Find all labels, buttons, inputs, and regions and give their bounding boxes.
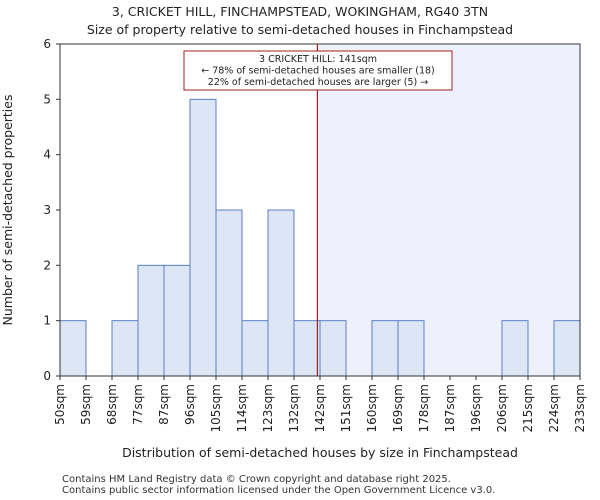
x-tick-label: 206sqm: [495, 384, 509, 432]
x-tick-label: 187sqm: [443, 384, 457, 432]
y-tick-label: 6: [43, 37, 51, 51]
y-tick-label: 3: [43, 203, 51, 217]
x-tick-label: 114sqm: [235, 384, 249, 432]
chart-subtitle: Size of property relative to semi-detach…: [86, 22, 514, 37]
histogram-bar: [293, 320, 321, 377]
y-tick-label: 0: [43, 369, 51, 383]
y-tick-label: 5: [43, 92, 51, 106]
histogram-bar: [319, 320, 347, 377]
x-tick-label: 68sqm: [105, 384, 119, 425]
chart-title: 3, CRICKET HILL, FINCHAMPSTEAD, WOKINGHA…: [111, 4, 489, 19]
histogram-bar: [163, 264, 191, 377]
footer-line-2: Contains public sector information licen…: [62, 485, 496, 496]
x-tick-label: 87sqm: [157, 384, 171, 425]
x-tick-label: 50sqm: [53, 384, 67, 425]
x-tick-label: 215sqm: [521, 384, 535, 432]
x-tick-label: 105sqm: [209, 384, 223, 432]
histogram-bar: [59, 320, 87, 377]
histogram-bar: [215, 209, 243, 377]
y-tick-label: 4: [43, 148, 51, 162]
annotation-line: 22% of semi-detached houses are larger (…: [208, 77, 428, 88]
histogram-bar: [371, 320, 399, 377]
x-tick-label: 151sqm: [339, 384, 353, 432]
histogram-bar: [137, 264, 165, 377]
x-tick-label: 132sqm: [287, 384, 301, 432]
histogram-bar: [111, 320, 139, 377]
x-tick-label: 169sqm: [391, 384, 405, 432]
footer-line-1: Contains HM Land Registry data © Crown c…: [62, 474, 451, 485]
x-tick-label: 142sqm: [313, 384, 327, 432]
x-tick-label: 196sqm: [469, 384, 483, 432]
y-axis-label: Number of semi-detached properties: [0, 95, 15, 326]
annotation-box: [183, 50, 453, 91]
highlight-region: [317, 44, 580, 376]
y-tick-label: 1: [43, 314, 51, 328]
histogram-bar: [241, 320, 269, 377]
x-tick-label: 233sqm: [573, 384, 587, 432]
x-tick-label: 77sqm: [131, 384, 145, 425]
histogram-bar: [189, 98, 217, 377]
x-tick-label: 123sqm: [261, 384, 275, 432]
histogram-bar: [501, 320, 529, 377]
x-tick-label: 178sqm: [417, 384, 431, 432]
x-tick-label: 96sqm: [183, 384, 197, 425]
annotation-line: ← 78% of semi-detached houses are smalle…: [201, 66, 435, 77]
x-tick-label: 224sqm: [547, 384, 561, 432]
histogram-bar: [397, 320, 425, 377]
x-axis-label: Distribution of semi-detached houses by …: [122, 445, 518, 460]
annotation-line: 3 CRICKET HILL: 141sqm: [259, 54, 377, 65]
histogram-bar: [553, 320, 581, 377]
x-tick-label: 160sqm: [365, 384, 379, 432]
histogram-bar: [267, 209, 295, 377]
x-tick-label: 59sqm: [79, 384, 93, 425]
histogram-chart: 0 1 2 3 4 5 6 50sqm 59sqm 68sqm 77sqm 87sqm 96sqm 105…: [0, 37, 587, 460]
y-tick-label: 2: [43, 258, 51, 272]
